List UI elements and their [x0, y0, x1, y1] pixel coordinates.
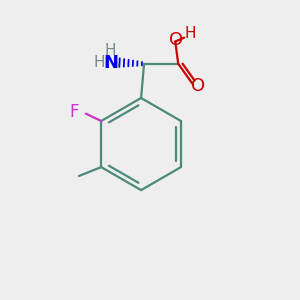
Text: O: O — [191, 77, 206, 95]
Text: O: O — [169, 31, 184, 49]
Text: N: N — [103, 54, 118, 72]
Text: H: H — [105, 43, 116, 58]
Text: F: F — [70, 103, 79, 121]
Text: H: H — [94, 56, 105, 70]
Text: H: H — [184, 26, 196, 41]
